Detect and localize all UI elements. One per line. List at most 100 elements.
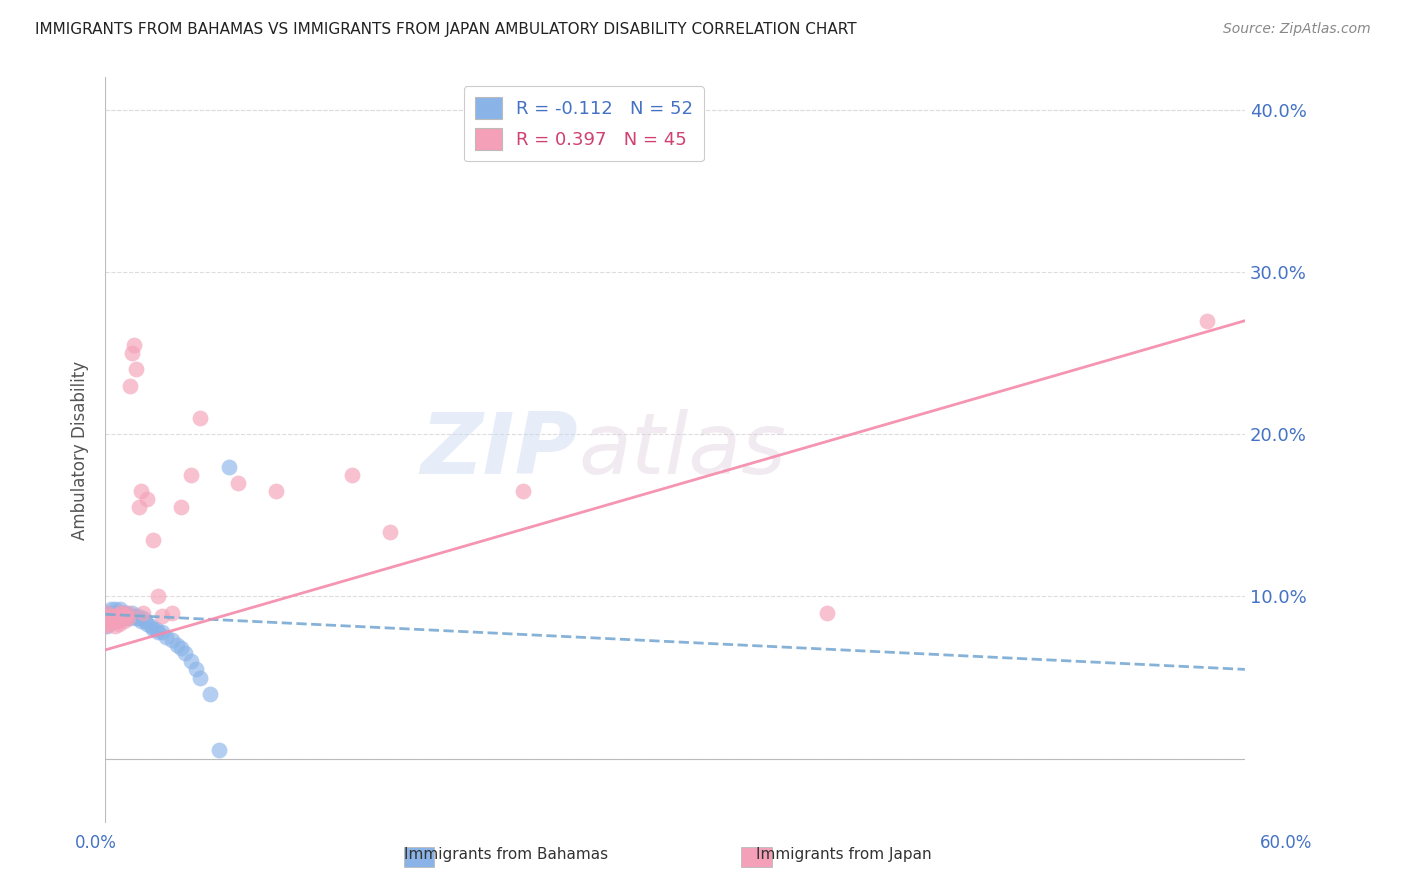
Point — [94, 614, 117, 628]
Point — [107, 610, 129, 624]
Point — [129, 483, 152, 498]
Point — [98, 608, 121, 623]
Point — [129, 614, 152, 628]
Point — [104, 618, 127, 632]
Point — [208, 743, 231, 757]
Point — [145, 622, 167, 636]
Point — [136, 492, 159, 507]
Point — [115, 606, 138, 620]
Point — [101, 608, 124, 623]
Point — [132, 606, 155, 620]
Point — [134, 614, 156, 628]
Point — [101, 614, 124, 628]
Point — [101, 606, 124, 620]
Point — [186, 662, 208, 676]
Point — [166, 638, 188, 652]
Point — [117, 606, 139, 620]
Point — [112, 608, 135, 623]
Legend: R = -0.112   N = 52, R = 0.397   N = 45: R = -0.112 N = 52, R = 0.397 N = 45 — [464, 87, 704, 161]
Point — [148, 625, 170, 640]
Point — [124, 362, 146, 376]
Point — [110, 610, 132, 624]
Point — [105, 610, 128, 624]
Point — [139, 618, 162, 632]
Point — [122, 608, 145, 623]
Text: ZIP: ZIP — [420, 409, 578, 492]
Point — [98, 614, 121, 628]
Point — [100, 610, 122, 624]
Point — [155, 630, 177, 644]
Point — [96, 614, 118, 628]
Point — [96, 606, 118, 620]
Point — [150, 625, 173, 640]
Point — [110, 602, 132, 616]
Point — [104, 608, 127, 623]
Point — [378, 524, 401, 539]
Point — [112, 614, 135, 628]
Point — [127, 608, 149, 623]
Point — [218, 459, 240, 474]
Point — [100, 614, 122, 628]
Point — [121, 606, 143, 620]
Point — [98, 617, 121, 632]
Point — [132, 610, 155, 624]
Text: Source: ZipAtlas.com: Source: ZipAtlas.com — [1223, 22, 1371, 37]
Text: Immigrants from Japan: Immigrants from Japan — [756, 847, 931, 862]
Point — [115, 610, 138, 624]
Point — [188, 411, 211, 425]
Point — [107, 606, 129, 620]
Point — [148, 590, 170, 604]
Point — [117, 610, 139, 624]
Point — [104, 602, 127, 616]
Point — [180, 467, 202, 482]
Point — [188, 671, 211, 685]
Point — [94, 618, 117, 632]
Point — [111, 610, 134, 624]
Point — [180, 654, 202, 668]
Point — [124, 610, 146, 624]
Point — [94, 606, 117, 620]
Point — [122, 338, 145, 352]
Point — [115, 608, 138, 623]
Point — [815, 606, 838, 620]
Point — [105, 608, 128, 623]
Point — [118, 378, 141, 392]
Point — [111, 606, 134, 620]
Point — [117, 608, 139, 623]
Point — [107, 608, 129, 623]
Point — [104, 614, 127, 628]
Point — [264, 483, 287, 498]
Text: IMMIGRANTS FROM BAHAMAS VS IMMIGRANTS FROM JAPAN AMBULATORY DISABILITY CORRELATI: IMMIGRANTS FROM BAHAMAS VS IMMIGRANTS FR… — [35, 22, 856, 37]
Y-axis label: Ambulatory Disability: Ambulatory Disability — [72, 361, 89, 540]
Point — [150, 608, 173, 623]
Point — [170, 641, 193, 656]
Point — [170, 500, 193, 515]
Point — [110, 606, 132, 620]
Text: atlas: atlas — [578, 409, 786, 492]
Text: 60.0%: 60.0% — [1260, 834, 1313, 852]
Point — [1195, 314, 1218, 328]
Point — [128, 610, 150, 624]
Point — [121, 346, 143, 360]
Point — [118, 610, 141, 624]
Point — [105, 614, 128, 628]
Point — [142, 622, 165, 636]
Point — [512, 483, 534, 498]
Point — [340, 467, 363, 482]
Text: 0.0%: 0.0% — [75, 834, 117, 852]
Point — [112, 606, 135, 620]
Point — [98, 608, 121, 623]
Text: Immigrants from Bahamas: Immigrants from Bahamas — [404, 847, 609, 862]
Point — [160, 633, 183, 648]
Point — [111, 606, 134, 620]
Point — [96, 606, 118, 620]
Point — [94, 608, 117, 623]
Point — [104, 614, 127, 628]
Point — [100, 602, 122, 616]
Point — [142, 533, 165, 547]
Point — [226, 475, 249, 490]
Point — [100, 608, 122, 623]
Point — [105, 606, 128, 620]
Point — [160, 606, 183, 620]
Point — [96, 618, 118, 632]
